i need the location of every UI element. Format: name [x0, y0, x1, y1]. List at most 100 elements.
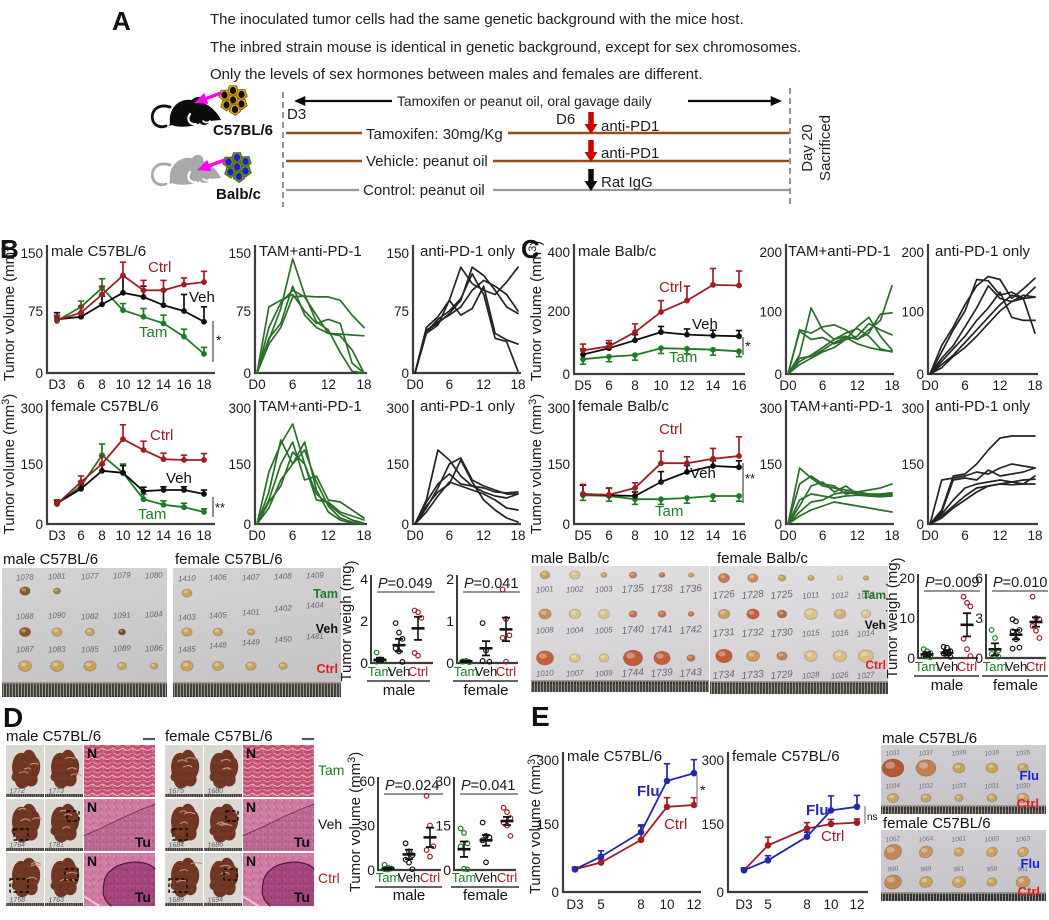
svg-text:Veh: Veh: [690, 465, 716, 482]
svg-text:D: D: [3, 702, 23, 733]
svg-text:150: 150: [386, 457, 409, 472]
svg-text:1081: 1081: [48, 571, 66, 581]
svg-text:12: 12: [992, 378, 1007, 393]
svg-text:16: 16: [176, 528, 191, 543]
svg-text:Tumor weigh (mg): Tumor weigh (mg): [338, 560, 360, 681]
svg-text:1407: 1407: [242, 573, 261, 583]
svg-text:18: 18: [884, 378, 899, 393]
svg-text:D5: D5: [574, 528, 591, 543]
svg-text:0: 0: [907, 650, 915, 666]
svg-text:14: 14: [156, 377, 172, 392]
svg-text:18: 18: [510, 377, 525, 392]
svg-text:0: 0: [916, 517, 924, 532]
svg-text:12: 12: [476, 528, 491, 543]
svg-text:1764: 1764: [9, 841, 25, 849]
svg-text:Flu: Flu: [806, 802, 829, 819]
svg-text:0: 0: [35, 517, 43, 532]
svg-text:18: 18: [884, 528, 899, 543]
svg-text:100: 100: [901, 305, 924, 320]
svg-text:D3: D3: [287, 106, 306, 123]
svg-text:D0: D0: [779, 528, 796, 543]
svg-text:Ctrl: Ctrl: [865, 658, 886, 672]
svg-text:6: 6: [961, 528, 969, 543]
svg-text:N: N: [246, 799, 256, 815]
svg-text:1003: 1003: [595, 584, 614, 595]
svg-text:75: 75: [394, 304, 409, 319]
svg-text:10: 10: [653, 378, 668, 393]
svg-text:150: 150: [536, 817, 559, 832]
svg-text:anti-PD1: anti-PD1: [601, 145, 659, 162]
svg-text:Ctrl: Ctrl: [150, 427, 173, 444]
svg-text:Tam: Tam: [655, 503, 683, 520]
svg-text:6: 6: [819, 378, 827, 393]
svg-text:1062: 1062: [885, 835, 900, 844]
svg-text:Tam: Tam: [915, 659, 940, 674]
svg-text:E: E: [531, 701, 550, 732]
svg-text:18: 18: [196, 377, 211, 392]
svg-text:Ctrl: Ctrl: [497, 870, 517, 885]
svg-text:0: 0: [243, 366, 251, 381]
svg-text:1031: 1031: [984, 782, 999, 791]
svg-text:16: 16: [731, 378, 746, 393]
svg-text:12: 12: [686, 897, 701, 912]
svg-text:Tam: Tam: [454, 664, 479, 679]
svg-text:1004: 1004: [566, 625, 585, 636]
svg-text:D0: D0: [406, 528, 423, 543]
svg-text:1402: 1402: [274, 604, 293, 614]
svg-text:The inoculated tumor cells had: The inoculated tumor cells had the same …: [210, 11, 744, 28]
svg-text:male Balb/c: male Balb/c: [531, 550, 610, 567]
svg-text:Ctrl: Ctrl: [496, 664, 516, 679]
svg-text:200: 200: [759, 245, 782, 260]
svg-text:1728: 1728: [741, 589, 765, 602]
svg-text:150: 150: [228, 246, 251, 261]
svg-text:D5: D5: [574, 378, 591, 393]
svg-text:1005: 1005: [595, 625, 614, 636]
svg-text:P=0.049: P=0.049: [378, 576, 432, 592]
svg-text:D3: D3: [48, 377, 65, 392]
svg-text:1060: 1060: [984, 835, 999, 844]
svg-text:8: 8: [803, 897, 811, 912]
svg-text:D0: D0: [406, 377, 423, 392]
svg-text:1481: 1481: [306, 632, 324, 642]
svg-text:Tumor volume (mm3): Tumor volume (mm3): [0, 394, 18, 535]
svg-text:961: 961: [1017, 865, 1029, 873]
svg-text:8: 8: [637, 897, 645, 912]
svg-text:1011: 1011: [802, 590, 820, 601]
svg-text:16: 16: [176, 377, 191, 392]
svg-text:18: 18: [510, 528, 525, 543]
svg-text:1772: 1772: [9, 787, 25, 795]
svg-text:958: 958: [986, 865, 998, 873]
svg-text:1729: 1729: [770, 669, 794, 682]
svg-text:12: 12: [992, 528, 1007, 543]
svg-text:1089: 1089: [113, 644, 132, 654]
svg-text:Tam: Tam: [139, 324, 167, 341]
svg-text:D0: D0: [921, 528, 938, 543]
svg-text:10: 10: [653, 528, 668, 543]
svg-text:female C57BL/6: female C57BL/6: [51, 398, 159, 415]
svg-text:990: 990: [887, 865, 899, 873]
svg-text:1450: 1450: [274, 635, 293, 645]
svg-text:Ctrl: Ctrl: [659, 421, 682, 438]
svg-text:1085: 1085: [81, 645, 100, 655]
svg-text:1090: 1090: [48, 610, 67, 620]
svg-text:1026: 1026: [830, 670, 849, 681]
svg-text:Tamoxifen: 30mg/Kg: Tamoxifen: 30mg/Kg: [366, 126, 503, 143]
svg-text:1037: 1037: [918, 749, 933, 758]
svg-text:14: 14: [705, 528, 721, 543]
svg-text:1758: 1758: [9, 896, 25, 904]
svg-text:Veh: Veh: [166, 470, 192, 487]
svg-text:1781: 1781: [48, 841, 64, 849]
svg-text:Tu: Tu: [135, 889, 151, 905]
svg-text:0: 0: [551, 885, 559, 900]
svg-text:300: 300: [759, 401, 782, 416]
svg-text:TAM+anti-PD-1: TAM+anti-PD-1: [790, 398, 893, 415]
svg-text:male: male: [393, 887, 426, 904]
svg-text:Veh: Veh: [475, 870, 497, 885]
svg-text:1038: 1038: [984, 749, 999, 758]
svg-text:400: 400: [547, 245, 570, 260]
svg-text:Veh: Veh: [692, 316, 718, 333]
svg-text:75: 75: [236, 304, 251, 319]
svg-text:1684: 1684: [168, 841, 184, 849]
svg-text:Flu: Flu: [637, 783, 660, 800]
svg-text:D6: D6: [556, 111, 575, 128]
